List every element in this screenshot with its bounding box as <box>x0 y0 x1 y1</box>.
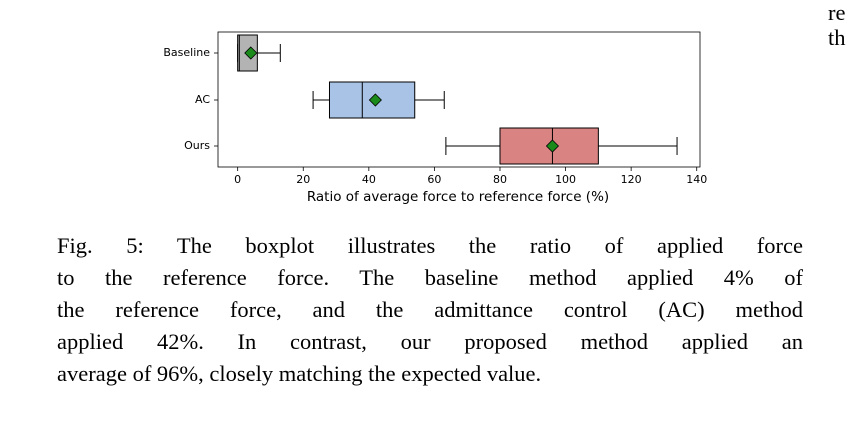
x-tick-label: 20 <box>296 173 310 186</box>
x-axis-label: Ratio of average force to reference forc… <box>307 189 609 205</box>
caption-line: average of 96%, closely matching the exp… <box>57 361 542 386</box>
mean-marker <box>244 46 258 60</box>
x-tick-label: 100 <box>555 173 576 186</box>
caption-line: Fig. 5: The boxplot illustrates the rati… <box>57 233 803 258</box>
caption: Fig. 5: The boxplot illustrates the rati… <box>57 230 803 390</box>
mean-marker <box>545 139 560 153</box>
plot-frame <box>217 31 701 168</box>
x-tick-label: 120 <box>621 173 642 186</box>
x-tick-label: 0 <box>234 173 241 186</box>
caption-line: applied 42%. In contrast, our proposed m… <box>57 329 803 354</box>
mean-marker <box>368 93 382 107</box>
x-tick-label: 40 <box>362 173 376 186</box>
margin-text: re <box>828 0 846 25</box>
y-tick-label: Ours <box>184 139 210 152</box>
y-tick-label: AC <box>195 93 210 106</box>
y-tick-label: Baseline <box>163 46 210 59</box>
caption-line: to the reference force. The baseline met… <box>57 265 803 290</box>
margin-text: th <box>828 25 846 50</box>
x-tick-label: 60 <box>427 173 441 186</box>
x-tick-label: 140 <box>686 173 707 186</box>
chart: Ratio of average force to reference forc… <box>163 31 707 205</box>
caption-line: the reference force, and the admittance … <box>57 297 803 322</box>
x-tick-label: 80 <box>493 173 507 186</box>
